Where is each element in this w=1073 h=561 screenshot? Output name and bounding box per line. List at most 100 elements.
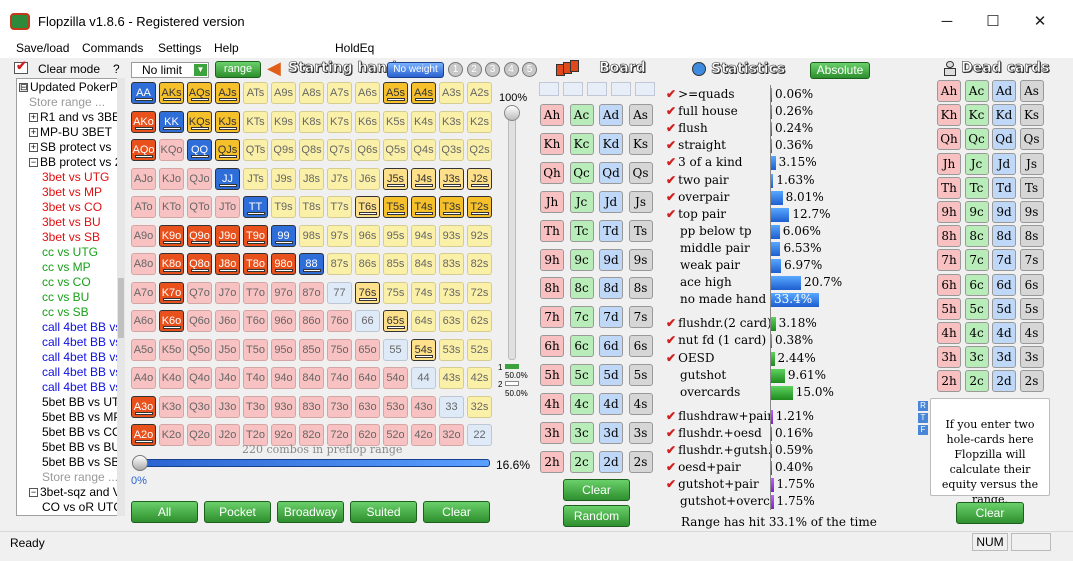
tree-item[interactable]: − BB protect vs 2 xyxy=(17,155,124,170)
board-card[interactable]: 3c xyxy=(569,421,594,444)
board-card[interactable]: 7h xyxy=(540,306,564,329)
hand-cell[interactable]: 83s xyxy=(439,253,464,275)
hand-cell[interactable]: T4o xyxy=(243,367,268,389)
hand-cell[interactable]: KQs xyxy=(187,110,212,133)
board-card[interactable]: 3d xyxy=(599,421,623,444)
stat-row[interactable]: no made hand xyxy=(666,292,766,306)
hand-cell[interactable]: 84o xyxy=(299,367,324,389)
board-card[interactable]: As xyxy=(628,104,653,126)
hand-cell[interactable]: 82s xyxy=(467,253,492,275)
dead-card[interactable]: 5c xyxy=(964,297,989,320)
tree-item[interactable]: 5bet BB vs CO xyxy=(17,425,124,440)
hand-cell[interactable]: J5s xyxy=(383,167,408,190)
hand-cell[interactable]: Q8o xyxy=(187,253,212,275)
board-card[interactable]: 6s xyxy=(628,335,653,358)
hand-cell[interactable]: QTs xyxy=(243,139,268,161)
hand-cell[interactable]: T3o xyxy=(243,395,268,418)
tree-item[interactable]: + R1 and vs 3BE xyxy=(17,110,124,125)
board-card[interactable]: 3h xyxy=(540,421,564,444)
dead-card[interactable]: 8c xyxy=(964,225,989,248)
check-icon[interactable]: ✔ xyxy=(666,155,677,170)
hand-cell[interactable]: 62s xyxy=(467,310,492,332)
hand-cell[interactable]: 72o xyxy=(327,424,352,446)
menu-holdeq[interactable]: HoldEq xyxy=(335,41,375,55)
dead-card[interactable]: 2h xyxy=(937,370,961,393)
dead-card[interactable]: Qs xyxy=(1019,128,1044,151)
menu-settings[interactable]: Settings xyxy=(158,41,202,55)
dead-card[interactable]: 8h xyxy=(937,225,961,248)
hand-cell[interactable]: A2o xyxy=(131,424,156,446)
hand-cell[interactable]: Q3s xyxy=(439,139,464,161)
stat-row[interactable]: ✔ straight xyxy=(666,138,726,152)
hand-cell[interactable]: 54s xyxy=(411,338,436,361)
hand-cell[interactable]: 98o xyxy=(271,253,296,275)
board-card[interactable]: Tc xyxy=(569,219,594,242)
range-tag-R[interactable]: R xyxy=(918,401,928,411)
hand-cell[interactable]: A6s xyxy=(355,82,380,104)
broadway-button[interactable]: Broadway xyxy=(277,501,344,523)
hand-cell[interactable]: A7o xyxy=(131,281,156,304)
hand-cell[interactable]: J3o xyxy=(215,395,240,418)
close-button[interactable]: ✕ xyxy=(1033,13,1047,30)
tree-toggle-icon[interactable]: + xyxy=(29,112,38,123)
board-card[interactable]: Qc xyxy=(569,161,594,184)
hand-cell[interactable]: AA xyxy=(131,82,156,104)
hand-cell[interactable]: 43o xyxy=(411,395,436,418)
board-card[interactable]: 2s xyxy=(628,450,653,473)
board-slot[interactable] xyxy=(563,82,583,96)
hand-cell[interactable]: J6o xyxy=(215,310,240,332)
hand-cell[interactable]: 63o xyxy=(355,395,380,418)
dead-card[interactable]: 4d xyxy=(992,322,1016,344)
tree-item[interactable]: 3bet vs CO xyxy=(17,200,124,215)
hand-cell[interactable]: 52o xyxy=(383,424,408,446)
hand-cell[interactable]: Q4s xyxy=(411,139,436,161)
hand-cell[interactable]: TT xyxy=(243,196,268,218)
hand-cell[interactable]: K6o xyxy=(159,310,184,332)
hand-cell[interactable]: QJs xyxy=(215,139,240,161)
dead-card[interactable]: 5s xyxy=(1019,297,1044,320)
pocket-button[interactable]: Pocket xyxy=(204,501,271,523)
hand-cell[interactable]: T6o xyxy=(243,310,268,332)
weight-button-3[interactable]: 3 xyxy=(485,62,500,77)
dead-card[interactable]: Ks xyxy=(1019,104,1044,127)
board-card[interactable]: Js xyxy=(628,190,653,213)
clear-mode-checkbox[interactable]: ✔ xyxy=(14,58,28,74)
weight-button-5[interactable]: 5 xyxy=(522,62,537,77)
hand-cell[interactable]: 53o xyxy=(383,395,408,418)
range-button[interactable]: range xyxy=(215,61,261,78)
dead-card[interactable]: 6c xyxy=(964,273,989,296)
dead-card[interactable]: 6h xyxy=(937,273,961,296)
hand-cell[interactable]: 42o xyxy=(411,424,436,446)
hand-cell[interactable]: 32o xyxy=(439,424,464,446)
help-link[interactable]: ? xyxy=(113,62,120,76)
hand-cell[interactable]: Q8s xyxy=(299,139,324,161)
tree-item[interactable]: 3bet vs SB xyxy=(17,230,124,245)
check-icon[interactable]: ✔ xyxy=(666,206,677,221)
hand-cell[interactable]: 74o xyxy=(327,367,352,389)
check-icon[interactable]: ✔ xyxy=(666,172,677,187)
dead-card[interactable]: Ah xyxy=(937,80,961,102)
board-card[interactable]: Jh xyxy=(540,190,564,213)
hand-cell[interactable]: K7o xyxy=(159,281,184,304)
dead-card[interactable]: Kh xyxy=(937,104,961,127)
hand-cell[interactable]: 92o xyxy=(271,424,296,446)
all-button[interactable]: All xyxy=(131,501,198,523)
hand-cell[interactable]: Q9s xyxy=(271,139,296,161)
tree-item[interactable]: call 4bet BB vs xyxy=(17,335,124,350)
hand-cell[interactable]: 86o xyxy=(299,310,324,332)
board-slot[interactable] xyxy=(611,82,631,96)
hand-cell[interactable]: 77 xyxy=(327,281,352,304)
stat-row[interactable]: middle pair xyxy=(666,241,750,255)
hand-cell[interactable]: 53s xyxy=(439,338,464,361)
hand-cell[interactable]: K8s xyxy=(299,110,324,133)
hand-cell[interactable]: 74s xyxy=(411,281,436,304)
hand-cell[interactable]: T9s xyxy=(271,196,296,218)
tree-toggle-icon[interactable]: + xyxy=(29,142,38,153)
hand-cell[interactable]: JJ xyxy=(215,167,240,190)
hand-cell[interactable]: A5o xyxy=(131,338,156,361)
tree-toggle-icon[interactable]: − xyxy=(29,157,38,168)
hand-cell[interactable]: 96s xyxy=(355,224,380,247)
hand-cell[interactable]: Q6o xyxy=(187,310,212,332)
check-icon[interactable]: ✔ xyxy=(666,316,677,331)
hand-cell[interactable]: 64o xyxy=(355,367,380,389)
